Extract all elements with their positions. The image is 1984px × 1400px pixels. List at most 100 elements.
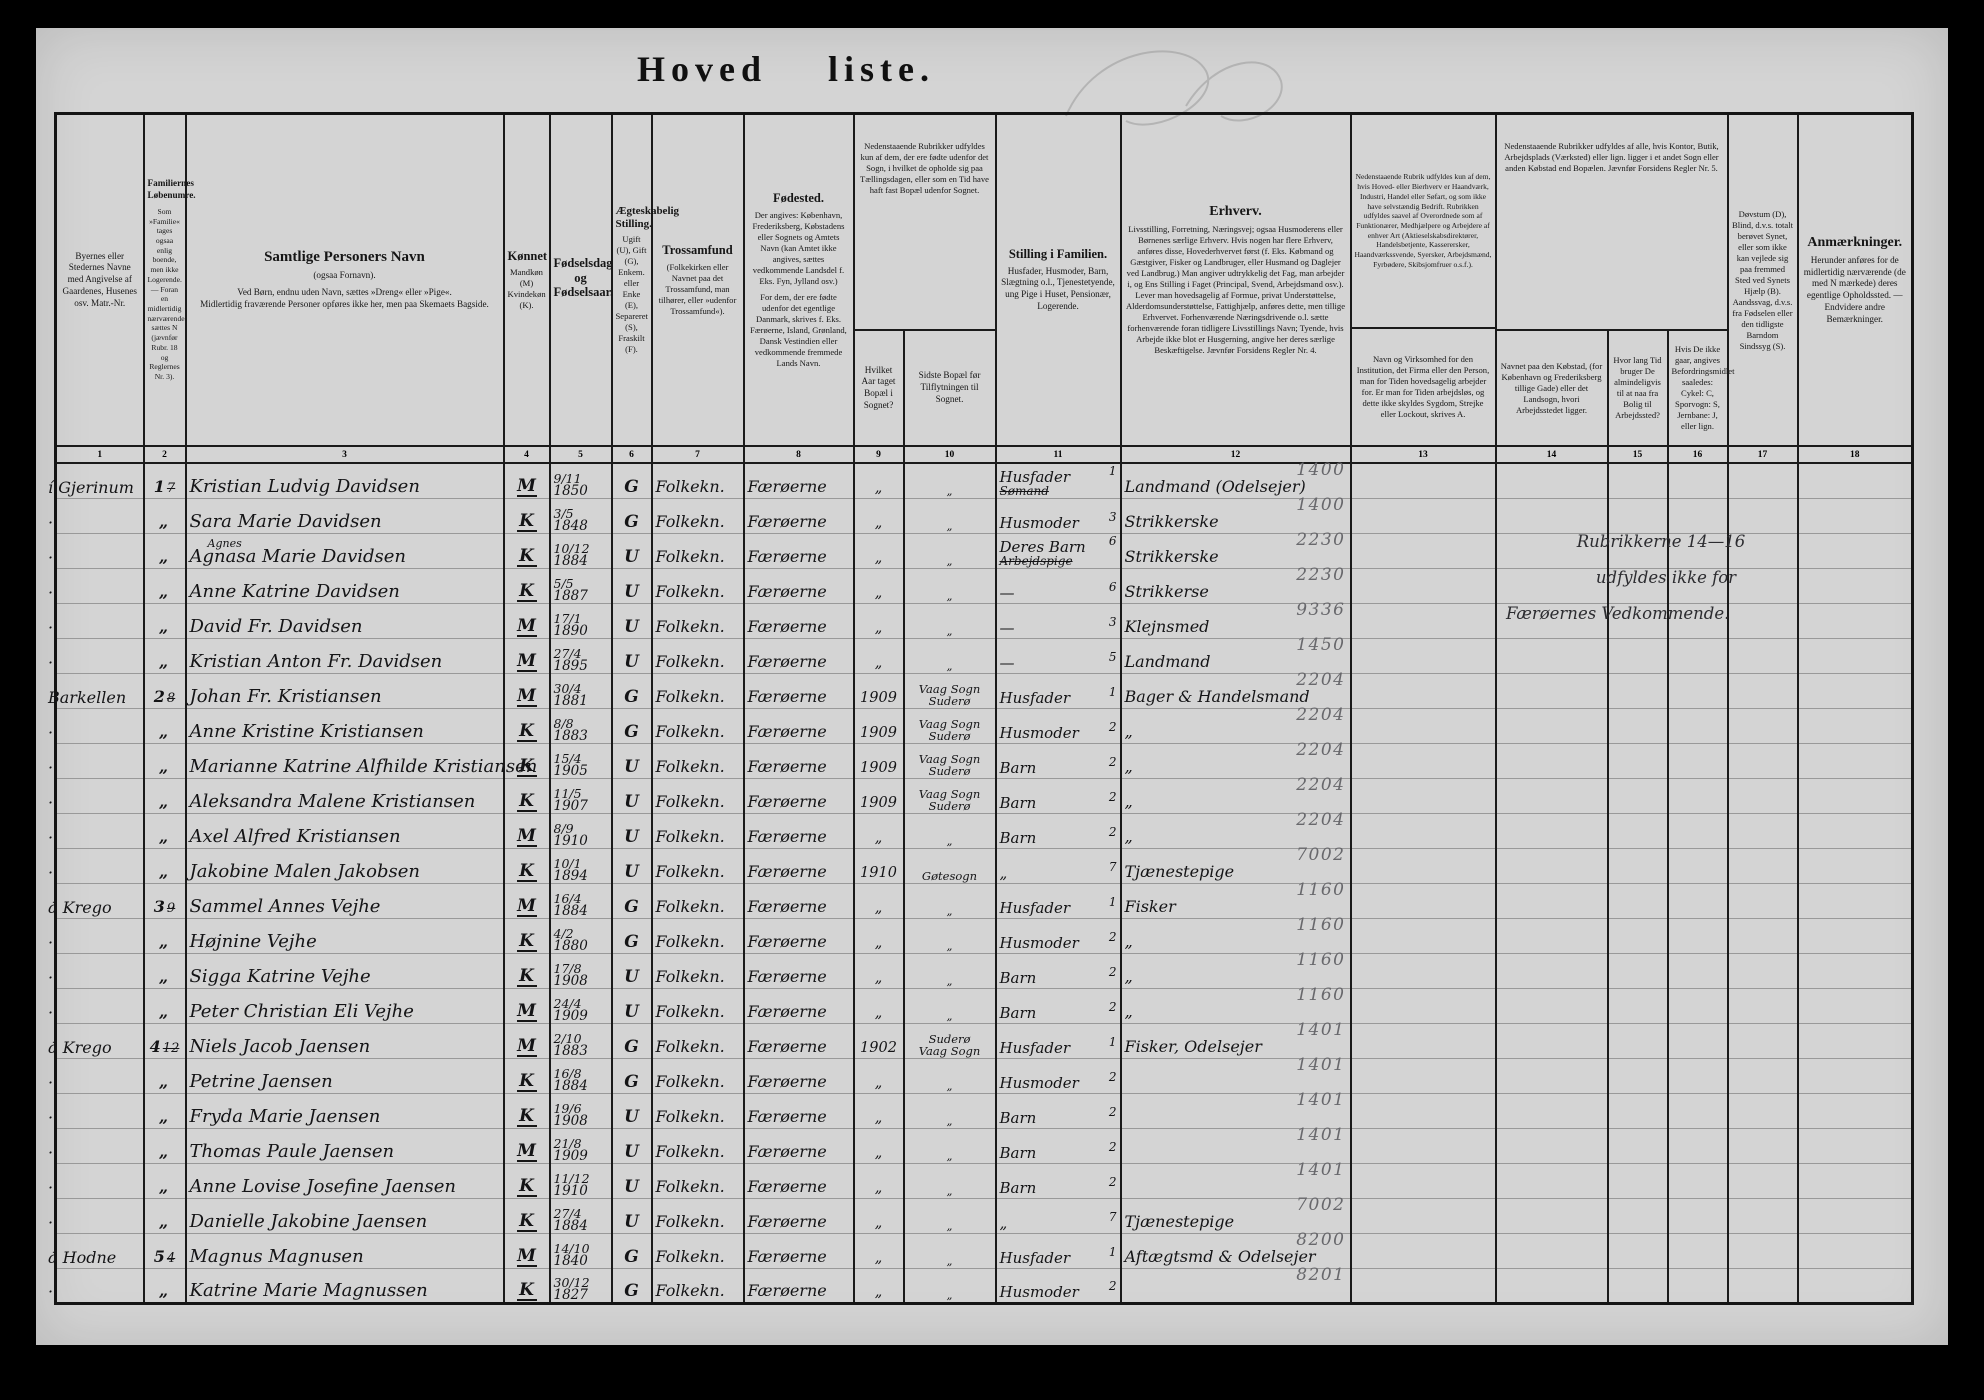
occupation-code: 8200 bbox=[1296, 1229, 1346, 1250]
occupation-cell: Tjænestepige 7002 bbox=[1119, 1195, 1352, 1234]
sex-cell: K bbox=[502, 848, 551, 884]
religion-cell: Folkekn. bbox=[650, 1093, 745, 1129]
year-moved-cell: 1909 bbox=[852, 673, 905, 709]
table-row: · „ Petrine Jaensen K 16/8 1884 G Folkek… bbox=[48, 1054, 1914, 1094]
year-moved-cell: „ bbox=[852, 498, 905, 534]
employer-cell bbox=[1349, 1093, 1497, 1129]
marital-status-cell: G bbox=[610, 918, 653, 954]
birthdate-cell: 17/1 1890 bbox=[548, 603, 613, 639]
year-moved-cell: „ bbox=[852, 813, 905, 849]
position-cell: Husfader 1 bbox=[994, 673, 1122, 709]
remarks-cell bbox=[1796, 953, 1914, 989]
birthdate-cell: 11/12 1910 bbox=[548, 1163, 613, 1199]
occupation-code: 2204 bbox=[1296, 669, 1346, 690]
occupation-cell: 1401 bbox=[1119, 1089, 1352, 1129]
remarks-cell bbox=[1796, 673, 1914, 709]
table-row: · „ Peter Christian Eli Vejhe M 24/4 190… bbox=[48, 985, 1914, 1024]
workplace-cell bbox=[1494, 953, 1609, 989]
position-cell: Husmoder 2 bbox=[994, 708, 1122, 744]
birthdate-cell: 10/12 1884 bbox=[548, 533, 613, 569]
religion-cell: Folkekn. bbox=[650, 708, 745, 744]
position-cell: — 5 bbox=[994, 638, 1122, 674]
religion-cell: Folkekn. bbox=[650, 463, 745, 499]
occupation-cell: Tjænestepige 7002 bbox=[1119, 845, 1352, 884]
family-number-cell: „ bbox=[142, 918, 187, 954]
workplace-cell bbox=[1494, 1023, 1609, 1059]
place-cell: · bbox=[48, 638, 145, 674]
family-number-cell: „ bbox=[142, 1268, 187, 1305]
last-residence-cell: „ bbox=[902, 953, 997, 989]
header-occupation: Erhverv. Livsstilling, Forretning, Nærin… bbox=[1119, 113, 1352, 446]
year-moved-cell: „ bbox=[852, 568, 905, 604]
family-number-cell: „ bbox=[142, 568, 187, 604]
last-residence-cell: „ bbox=[902, 568, 997, 604]
last-residence-cell: „ bbox=[902, 1268, 997, 1305]
header-workplace-name: Navnet paa den Købstad, (for København o… bbox=[1494, 329, 1609, 446]
disability-cell bbox=[1726, 533, 1799, 569]
family-number-cell: „ bbox=[142, 533, 187, 569]
year-moved-cell: „ bbox=[852, 1198, 905, 1234]
name-cell: Thomas Paule Jaensen bbox=[184, 1128, 505, 1164]
occupation-code: 1401 bbox=[1296, 1124, 1346, 1145]
sex-cell: K bbox=[502, 953, 551, 989]
marital-status-cell: G bbox=[610, 1268, 653, 1305]
occupation-code: 1401 bbox=[1296, 1089, 1346, 1110]
religion-cell: Folkekn. bbox=[650, 1058, 745, 1094]
sex-cell: M bbox=[502, 673, 551, 709]
occupation-cell: Strikkerse 2230 bbox=[1119, 565, 1352, 604]
marital-status-cell: U bbox=[610, 988, 653, 1024]
header-year-moved: Hvilket Aar taget Bopæl i Sognet? bbox=[852, 329, 905, 446]
occupation-code: 1450 bbox=[1296, 634, 1346, 655]
transport-cell bbox=[1666, 778, 1729, 814]
position-cell: Husmoder 3 bbox=[994, 498, 1122, 534]
remarks-cell bbox=[1796, 1058, 1914, 1094]
religion-cell: Folkekn. bbox=[650, 743, 745, 779]
occupation-cell: 1401 bbox=[1119, 1054, 1352, 1094]
sex-cell: K bbox=[502, 1268, 551, 1305]
employer-cell bbox=[1349, 883, 1497, 919]
employer-cell bbox=[1349, 533, 1497, 569]
birthdate-cell: 4/2 1880 bbox=[548, 918, 613, 954]
marital-status-cell: U bbox=[610, 778, 653, 814]
sex-cell: K bbox=[502, 533, 551, 569]
birthplace-cell: Færøerne bbox=[742, 1128, 855, 1164]
header-birthdate: Fødselsdag og Fødselsaar. bbox=[548, 113, 613, 446]
place-cell: í Gjerinum bbox=[48, 463, 145, 499]
name-cell: Magnus Magnusen bbox=[184, 1233, 505, 1269]
last-residence-cell: „ bbox=[902, 638, 997, 674]
name-cell: Sammel Annes Vejhe bbox=[184, 883, 505, 919]
occupation-code: 1401 bbox=[1296, 1054, 1346, 1075]
disability-cell bbox=[1726, 498, 1799, 534]
sex-cell: K bbox=[502, 1058, 551, 1094]
disability-cell bbox=[1726, 1128, 1799, 1164]
commute-time-cell bbox=[1606, 1128, 1669, 1164]
position-cell: Husfader 1 Sømand bbox=[994, 463, 1122, 499]
workplace-cell bbox=[1494, 778, 1609, 814]
birthdate-cell: 11/5 1907 bbox=[548, 778, 613, 814]
position-cell: Barn 2 bbox=[994, 988, 1122, 1024]
remarks-cell bbox=[1796, 603, 1914, 639]
commute-time-cell bbox=[1606, 673, 1669, 709]
year-moved-cell: „ bbox=[852, 1268, 905, 1305]
birthplace-cell: Færøerne bbox=[742, 673, 855, 709]
employer-cell bbox=[1349, 1268, 1497, 1305]
position-cell: Barn 2 bbox=[994, 1163, 1122, 1199]
name-cell: Anne Kristine Kristiansen bbox=[184, 708, 505, 744]
remarks-cell bbox=[1796, 1163, 1914, 1199]
name-cell: Marianne Katrine Alfhilde Kristiansen bbox=[184, 743, 537, 779]
occupation-cell: „ 2204 bbox=[1119, 775, 1352, 814]
transport-cell bbox=[1666, 1268, 1729, 1305]
family-number-cell: „ bbox=[142, 848, 187, 884]
birthplace-cell: Færøerne bbox=[742, 1023, 855, 1059]
birthdate-cell: 27/4 1884 bbox=[548, 1198, 613, 1234]
commute-time-cell bbox=[1606, 1268, 1669, 1305]
sex-cell: K bbox=[502, 1163, 551, 1199]
remarks-cell bbox=[1796, 743, 1914, 779]
family-number-cell: „ bbox=[142, 1163, 187, 1199]
sex-cell: M bbox=[502, 883, 551, 919]
birthdate-cell: 10/1 1894 bbox=[548, 848, 613, 884]
marital-status-cell: G bbox=[610, 498, 653, 534]
